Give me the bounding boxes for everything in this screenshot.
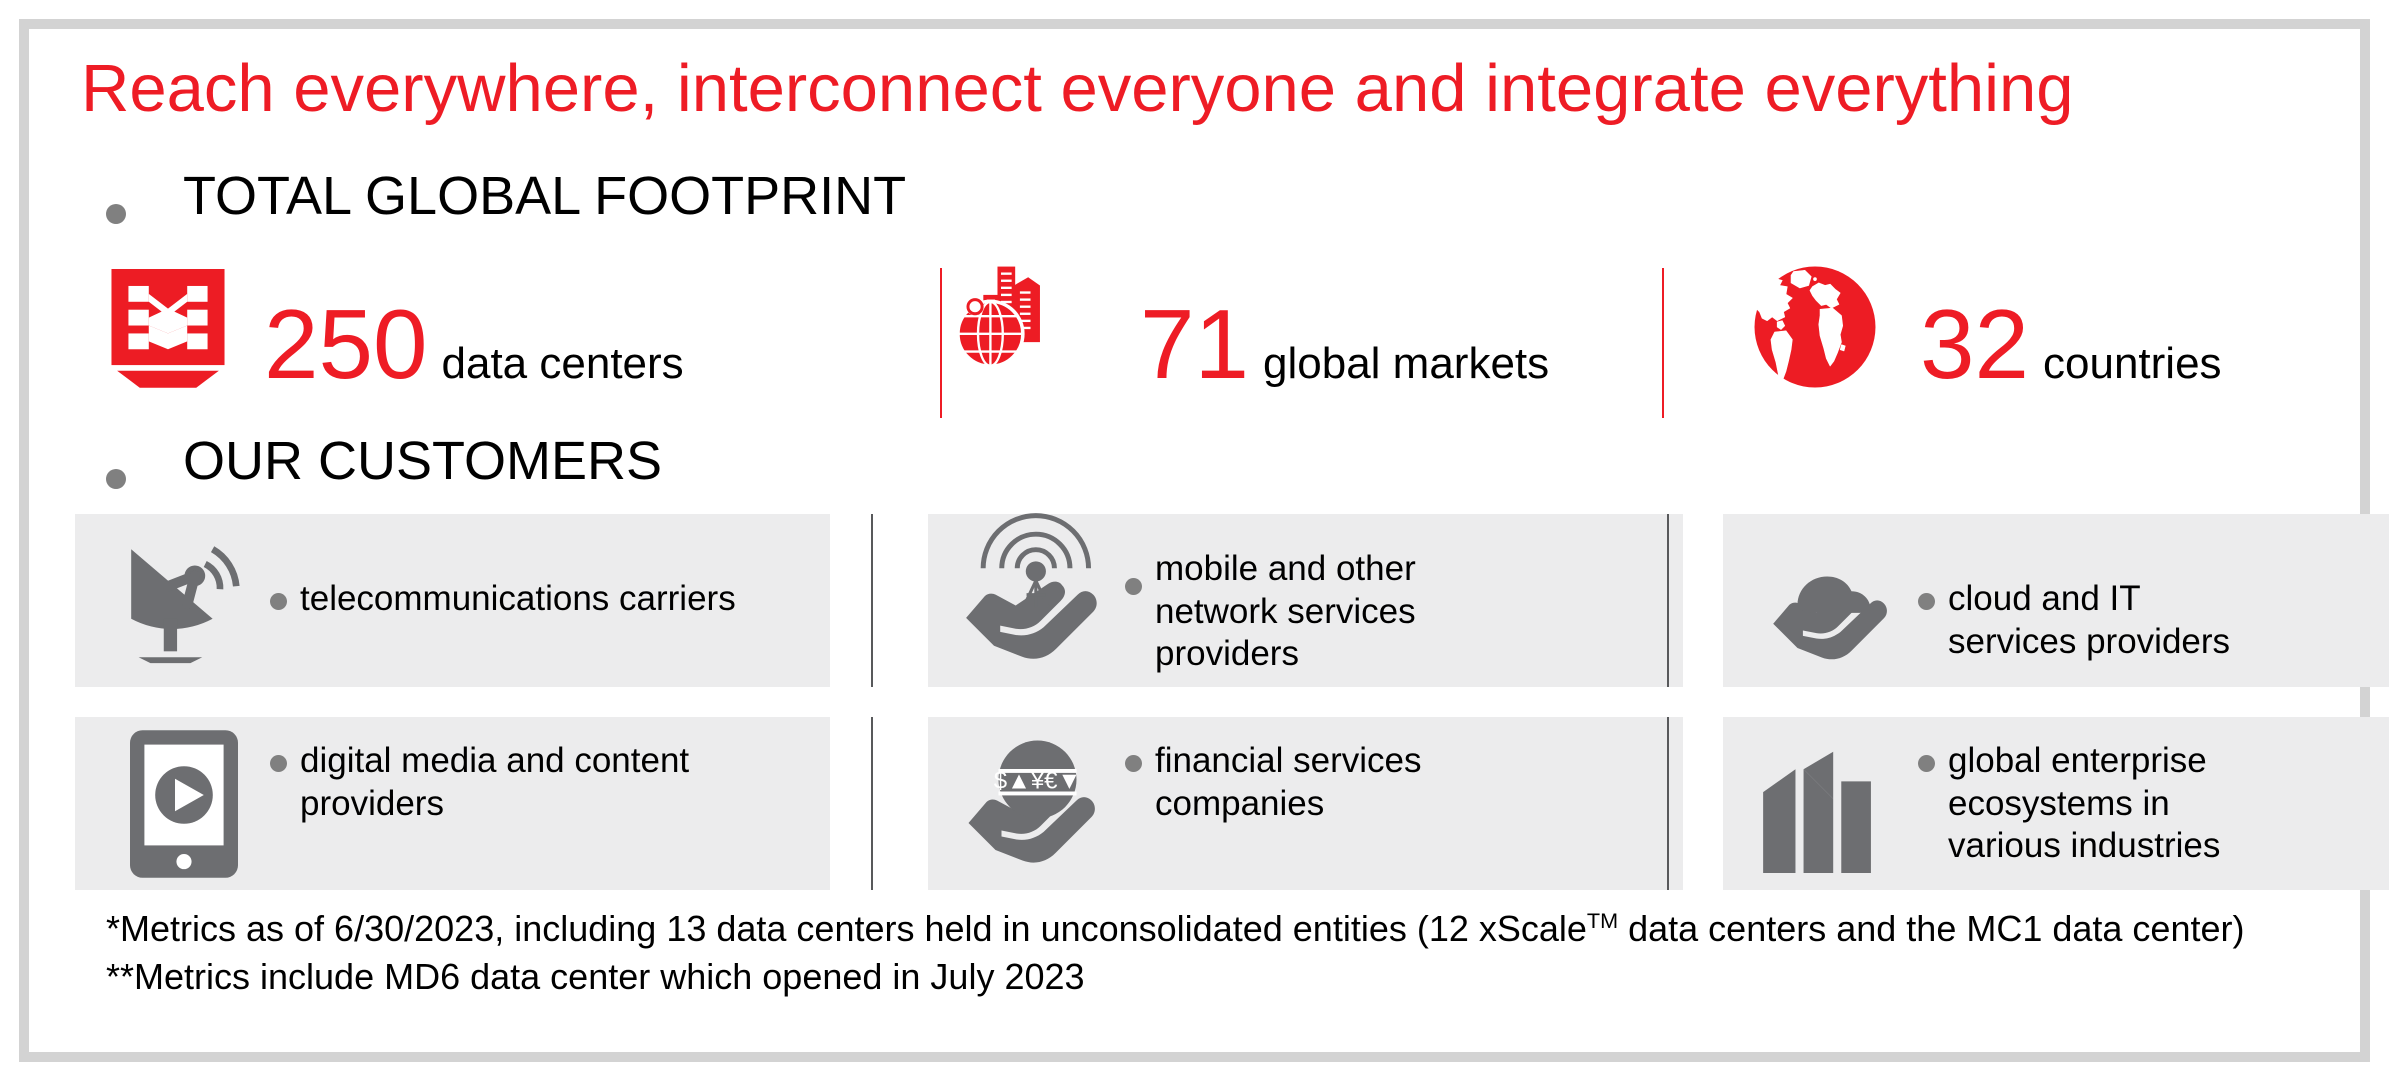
- svg-text:$▲¥€▼: $▲¥€▼: [994, 768, 1082, 795]
